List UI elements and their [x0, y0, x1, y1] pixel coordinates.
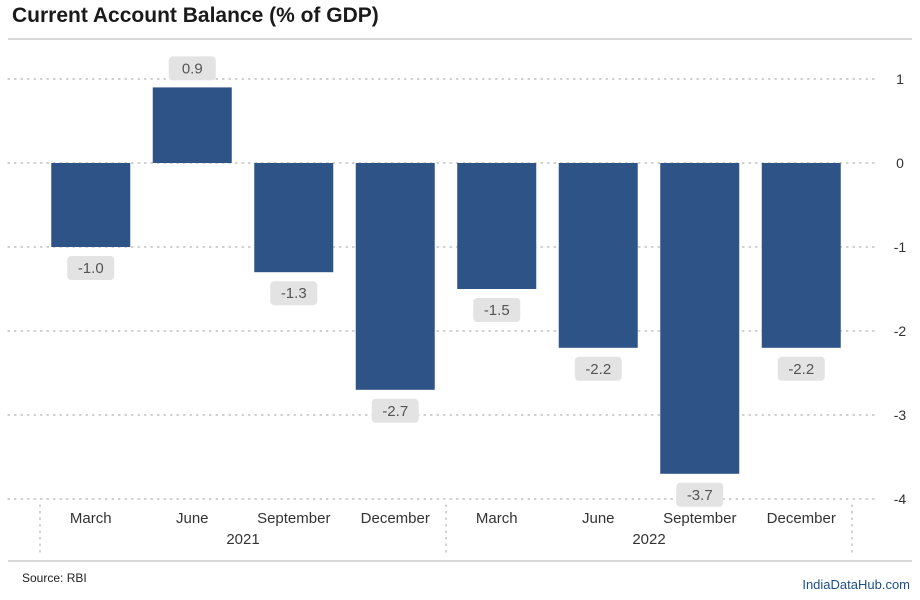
- source-note: Source: RBI: [22, 571, 87, 585]
- bar-chart: -1.0 0.9 -1.3 -2.7 -1.5 -2.2 -3.7 -2.2 1 0 -1 -2 -3…: [7, 56, 907, 553]
- data-label-box: [168, 56, 216, 81]
- data-labels: -1.0 0.9 -1.3 -2.7 -1.5 -2.2 -3.7 -2.2: [67, 56, 825, 507]
- data-label: -2.2: [788, 361, 814, 378]
- title-divider: [8, 38, 912, 40]
- data-label-box: [676, 482, 724, 507]
- bar: [558, 163, 638, 348]
- data-label-box: [574, 356, 622, 381]
- y-tick-label: -4: [894, 491, 907, 507]
- y-tick-label: -1: [894, 239, 907, 255]
- data-label: 0.9: [182, 60, 203, 77]
- y-tick-label: 1: [896, 71, 904, 87]
- bar: [457, 163, 537, 289]
- data-label: -1.0: [78, 260, 104, 277]
- data-label: -1.5: [484, 302, 510, 319]
- data-label-box: [270, 281, 318, 306]
- x-category-label: December: [361, 510, 430, 527]
- axes: 1 0 -1 -2 -3 -4 March June September December Marc…: [39, 71, 907, 553]
- y-tick-label: -3: [894, 407, 907, 423]
- y-tick-label: 0: [896, 155, 904, 171]
- bar: [660, 163, 740, 474]
- footer-divider: [8, 560, 912, 562]
- bar: [152, 87, 232, 163]
- bar: [761, 163, 841, 348]
- bar: [355, 163, 435, 390]
- grid-lines: [7, 78, 879, 500]
- data-label-box: [371, 398, 419, 423]
- bars: [51, 87, 841, 474]
- data-label-box: [473, 298, 521, 322]
- x-category-label: December: [767, 510, 836, 527]
- bar: [51, 163, 131, 247]
- chart-title: Current Account Balance (% of GDP): [12, 4, 379, 27]
- x-category-label: June: [176, 510, 209, 527]
- x-category-label: March: [70, 510, 112, 527]
- y-tick-label: -2: [894, 323, 907, 339]
- x-category-label: September: [663, 510, 736, 527]
- bar: [254, 163, 334, 273]
- data-label: -2.7: [382, 403, 408, 420]
- credit-link[interactable]: IndiaDataHub.com: [802, 577, 910, 592]
- x-category-label: June: [582, 510, 615, 527]
- data-label-box: [777, 356, 825, 381]
- data-label: -2.2: [585, 361, 611, 378]
- x-category-label: September: [257, 510, 330, 527]
- data-label: -1.3: [281, 285, 307, 302]
- data-label: -3.7: [687, 487, 713, 504]
- x-group-label: 2022: [632, 531, 665, 548]
- data-label-box: [67, 256, 115, 280]
- x-group-label: 2021: [226, 531, 259, 548]
- x-category-label: March: [476, 510, 518, 527]
